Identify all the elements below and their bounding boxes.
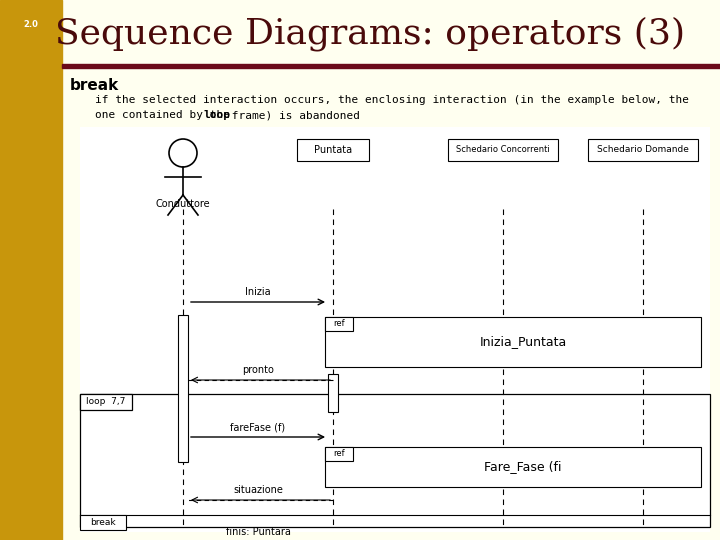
Bar [80, 394, 132, 410]
Bar [0, 0, 62, 540]
Text: Inizia: Inizia [246, 287, 271, 297]
Bar [325, 317, 701, 367]
Text: frame) is abandoned: frame) is abandoned [225, 110, 360, 120]
Text: loop  7,7: loop 7,7 [86, 397, 126, 407]
Bar [80, 515, 126, 530]
Bar [325, 317, 353, 331]
Text: Fare_Fase (fi: Fare_Fase (fi [485, 461, 562, 474]
Text: loop: loop [203, 110, 230, 120]
Bar [325, 447, 353, 461]
Bar [328, 374, 338, 412]
Text: Inizia_Puntata: Inizia_Puntata [480, 335, 567, 348]
Text: Schedario Domande: Schedario Domande [597, 145, 689, 154]
Bar [80, 394, 710, 527]
Bar [62, 64, 720, 68]
Text: Schedario Concorrenti: Schedario Concorrenti [456, 145, 550, 154]
Text: pronto: pronto [242, 365, 274, 375]
Bar [448, 139, 558, 161]
Text: Conduttore: Conduttore [156, 199, 210, 209]
Text: one contained by the: one contained by the [95, 110, 237, 120]
Bar [325, 447, 701, 487]
Text: if the selected interaction occurs, the enclosing interaction (in the example be: if the selected interaction occurs, the … [95, 95, 689, 105]
Bar [297, 139, 369, 161]
Text: fareFase (f): fareFase (f) [230, 422, 286, 432]
Text: ref: ref [333, 320, 345, 328]
Text: finis: Puntara: finis: Puntara [225, 527, 290, 537]
Bar [588, 139, 698, 161]
Text: break: break [70, 78, 120, 93]
Text: Sequence Diagrams: operators (3): Sequence Diagrams: operators (3) [55, 17, 685, 51]
Text: ref: ref [333, 449, 345, 458]
Text: break: break [90, 518, 116, 527]
Bar [80, 127, 710, 532]
Text: Puntata: Puntata [314, 145, 352, 155]
Text: 2.0: 2.0 [24, 20, 38, 29]
Text: situazione: situazione [233, 485, 283, 495]
Bar [178, 315, 188, 462]
